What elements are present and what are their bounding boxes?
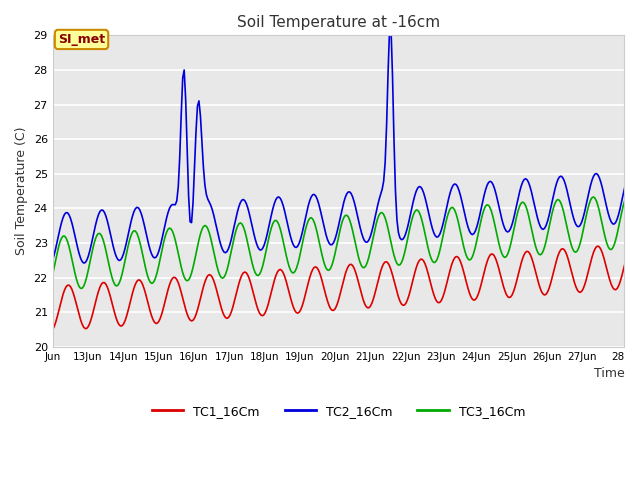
TC1_16Cm [312,264,319,270]
Y-axis label: Soil Temperature (C): Soil Temperature (C) [15,127,28,255]
Legend: TC1_16Cm, TC2_16Cm, TC3_16Cm: TC1_16Cm, TC2_16Cm, TC3_16Cm [147,400,530,423]
TC2_16Cm [80,260,88,266]
TC1_16Cm [568,268,575,274]
TC2_16Cm [387,26,395,32]
TC2_16Cm [314,196,321,202]
TC2_16Cm [570,217,578,223]
Title: Soil Temperature at -16cm: Soil Temperature at -16cm [237,15,440,30]
TC3_16Cm [49,271,56,277]
TC3_16Cm [589,194,597,200]
TC3_16Cm [621,198,628,204]
TC3_16Cm [77,286,84,291]
Line: TC3_16Cm: TC3_16Cm [52,197,625,288]
TC3_16Cm [569,246,577,252]
TC1_16Cm [186,317,194,323]
TC1_16Cm [621,263,628,268]
TC2_16Cm [564,193,572,199]
TC2_16Cm [49,257,56,263]
TC2_16Cm [330,240,337,246]
TC3_16Cm [188,270,195,276]
Text: SI_met: SI_met [58,33,105,46]
TC2_16Cm [621,185,628,191]
TC3_16Cm [563,224,571,229]
TC3_16Cm [314,230,321,236]
TC2_16Cm [188,220,195,226]
TC1_16Cm [325,302,333,308]
TC3_16Cm [326,266,334,272]
TC3_16Cm [330,257,337,263]
TC1_16Cm [49,327,56,333]
Line: TC2_16Cm: TC2_16Cm [52,29,625,263]
TC1_16Cm [328,307,336,313]
TC2_16Cm [326,242,334,248]
TC1_16Cm [561,249,569,254]
TC1_16Cm [594,243,602,249]
X-axis label: Time: Time [594,367,625,380]
Line: TC1_16Cm: TC1_16Cm [52,246,625,330]
